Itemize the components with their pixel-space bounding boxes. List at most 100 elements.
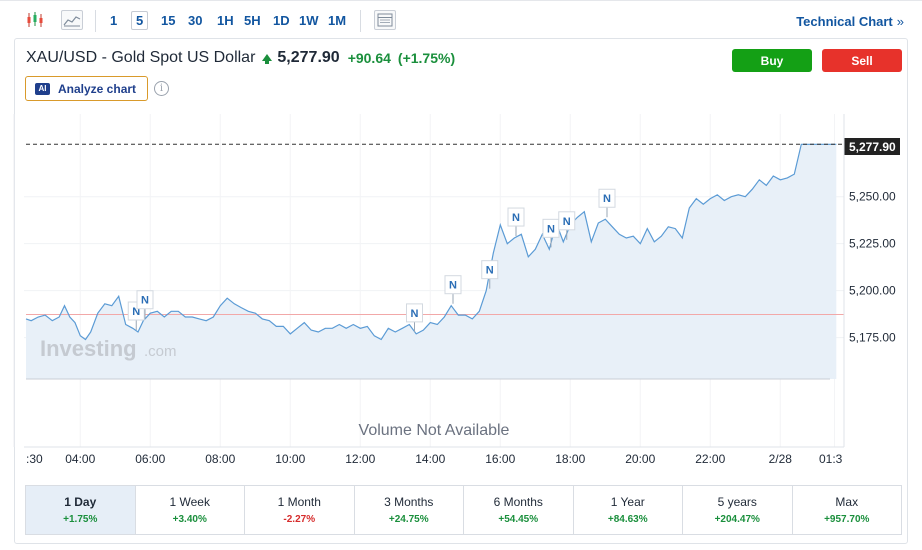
time-tick-label: 12:00	[345, 452, 375, 466]
period-change: +54.45%	[498, 514, 539, 525]
interval-15[interactable]: 15	[161, 13, 176, 28]
period-label: Max	[835, 495, 859, 509]
interval-5[interactable]: 5	[131, 11, 149, 30]
interval-1[interactable]: 1	[110, 13, 118, 28]
time-axis: :30 04:00 06:00 08:00 10:00 12:00 14:00 16:00 18…	[26, 452, 843, 466]
time-tick-label: 04:00	[65, 452, 95, 466]
price-axis: 5,250.00 5,225.00 5,200.00 5,175.00	[849, 190, 896, 345]
time-tick-label: 18:00	[555, 452, 585, 466]
news-marker: N	[444, 275, 462, 304]
news-marker-box	[598, 188, 616, 208]
watermark-investing: Investing	[40, 336, 137, 361]
interval-1h[interactable]: 1H	[217, 13, 234, 28]
news-marker: N	[507, 207, 525, 237]
news-marker-box	[507, 207, 525, 227]
up-arrow-icon	[262, 53, 273, 64]
period-label: 6 Months	[493, 495, 543, 509]
area-chart-icon[interactable]	[61, 10, 83, 30]
technical-chart-label: Technical Chart	[796, 14, 893, 29]
period-change: +1.75%	[63, 514, 98, 525]
period-label: 3 Months	[384, 495, 434, 509]
price-tick-label: 5,200.00	[849, 284, 896, 298]
watermark: Investing .com	[40, 336, 177, 361]
price-tick-label: 5,175.00	[849, 331, 896, 345]
period-6-months[interactable]: 6 Months +54.45%	[464, 486, 574, 534]
period-3-months[interactable]: 3 Months +24.75%	[355, 486, 464, 534]
double-chevron-right-icon: »	[896, 14, 904, 29]
time-tick-label: :30	[26, 452, 43, 466]
period-1-month[interactable]: 1 Month -2.27%	[245, 486, 355, 534]
last-price-label: 5,277.90	[849, 140, 896, 154]
period-label: 1 Week	[169, 495, 210, 509]
news-marker-label: N	[603, 193, 611, 205]
interval-1w[interactable]: 1W	[299, 13, 319, 28]
price-change-percent: (+1.75%)	[397, 50, 456, 66]
ai-badge-icon: AI	[35, 82, 50, 95]
period-5-years[interactable]: 5 years +204.47%	[683, 486, 793, 534]
period-label: 1 Day	[64, 495, 97, 509]
interval-1m[interactable]: 1M	[328, 13, 347, 28]
period-1-year[interactable]: 1 Year +84.63%	[574, 486, 683, 534]
news-marker-box	[481, 260, 499, 280]
news-marker-label: N	[563, 216, 571, 228]
news-marker: N	[136, 290, 154, 319]
analyze-chart-label: Analyze chart	[58, 81, 137, 96]
instrument-name: XAU/USD - Gold Spot US Dollar	[26, 49, 256, 66]
time-tick-label: 22:00	[695, 452, 725, 466]
toolbar-divider	[95, 10, 96, 32]
buy-button[interactable]: Buy	[732, 49, 812, 72]
analyze-chart-button[interactable]: AI Analyze chart	[25, 76, 148, 101]
chart-toolbar: 1 5 15 30 1H 5H 1D 1W 1M Technical Chart…	[0, 0, 922, 40]
time-tick-label: 08:00	[205, 452, 235, 466]
instrument-header: XAU/USD - Gold Spot US Dollar 5,277.90 +…	[26, 48, 455, 68]
sell-button[interactable]: Sell	[822, 49, 902, 72]
news-marker: N	[598, 188, 616, 218]
volume-not-available: Volume Not Available	[359, 422, 510, 439]
time-tick-label: 10:00	[275, 452, 305, 466]
period-label: 1 Month	[277, 495, 321, 509]
time-tick-label: 01:3	[819, 452, 843, 466]
period-1-day[interactable]: 1 Day +1.75%	[26, 486, 136, 534]
news-marker-label: N	[141, 295, 149, 307]
period-max[interactable]: Max +957.70%	[793, 486, 902, 534]
period-change: -2.27%	[283, 514, 316, 525]
info-icon[interactable]: i	[154, 81, 169, 96]
news-marker-label: N	[132, 306, 140, 318]
news-marker-label: N	[512, 212, 520, 224]
period-change: +957.70%	[824, 514, 870, 525]
table-icon[interactable]	[374, 10, 396, 30]
chart-frame	[14, 38, 908, 544]
price-tick-label: 5,250.00	[849, 190, 896, 204]
last-price: 5,277.90	[277, 49, 340, 66]
price-line	[25, 143, 837, 341]
period-label: 1 Year	[610, 495, 645, 509]
period-label: 5 years	[717, 495, 757, 509]
time-tick-label: 14:00	[415, 452, 445, 466]
news-marker-box	[136, 290, 154, 310]
news-marker: N	[481, 260, 499, 289]
period-change: +84.63%	[607, 514, 648, 525]
period-change: +204.47%	[714, 514, 760, 525]
watermark-com: .com	[144, 343, 177, 360]
candlestick-icon[interactable]	[24, 10, 46, 30]
price-tick-label: 5,225.00	[849, 237, 896, 251]
technical-chart-link[interactable]: Technical Chart»	[796, 14, 904, 29]
interval-30[interactable]: 30	[188, 13, 203, 28]
news-marker-label: N	[449, 280, 457, 292]
period-change: +24.75%	[388, 514, 429, 525]
news-marker-label: N	[547, 223, 555, 235]
time-tick-label: 06:00	[135, 452, 165, 466]
price-area-fill	[26, 144, 837, 379]
performance-periods: 1 Day +1.75% 1 Week +3.40% 1 Month -2.27% 3 Mo…	[25, 485, 902, 535]
period-change: +3.40%	[172, 514, 207, 525]
news-marker-box	[444, 275, 462, 295]
time-tick-label: 20:00	[625, 452, 655, 466]
interval-5h[interactable]: 5H	[244, 13, 261, 28]
toolbar-divider	[360, 10, 361, 32]
period-1-week[interactable]: 1 Week +3.40%	[136, 486, 245, 534]
time-tick-label: 2/28	[769, 452, 793, 466]
interval-1d[interactable]: 1D	[273, 13, 290, 28]
news-marker: N	[558, 211, 576, 240]
